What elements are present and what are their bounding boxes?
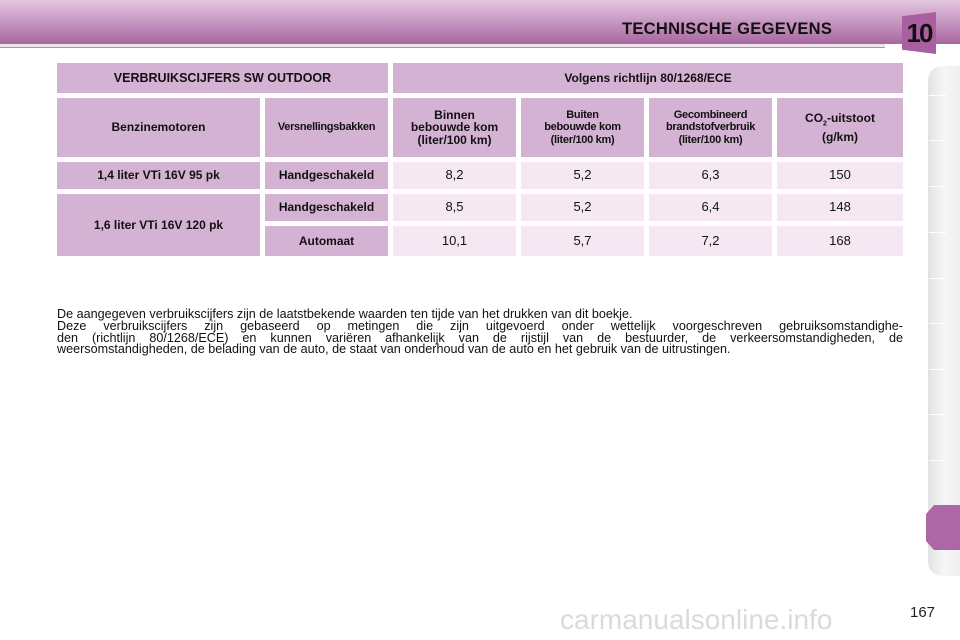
co2-cell: 168 <box>777 226 903 256</box>
extra-urban-cell: 5,2 <box>521 162 644 189</box>
active-chapter-tab <box>926 505 960 550</box>
extra-urban-cell: 5,7 <box>521 226 644 256</box>
header-divider <box>0 44 885 48</box>
gearbox-cell: Handgeschakeld <box>265 194 388 221</box>
co2-cell: 150 <box>777 162 903 189</box>
tab-divider <box>929 414 947 415</box>
paragraph-line: Deze verbruikscijfers zijn gebaseerd op … <box>57 318 903 333</box>
tab-divider <box>929 232 947 233</box>
tab-divider <box>929 323 947 324</box>
header-text: bebouwde kom <box>410 120 499 135</box>
gearbox-cell: Handgeschakeld <box>265 162 388 189</box>
header-text: Buiten <box>566 108 599 121</box>
paragraph-line: De aangegeven verbruikscijfers zijn de l… <box>57 307 633 321</box>
tab-divider <box>929 278 947 279</box>
tab-divider <box>929 186 947 187</box>
combined-cell: 6,3 <box>649 162 772 189</box>
combined-cell: 7,2 <box>649 226 772 256</box>
co2-unit: (g/km) <box>822 129 858 144</box>
chapter-tab-strip <box>928 66 960 576</box>
urban-cell: 8,2 <box>393 162 516 189</box>
chapter-number-badge: 10 <box>902 12 936 54</box>
paragraph-line: den (richtlijn 80/1268/ECE) en kunnen va… <box>57 330 903 345</box>
engine-2: 1,6 liter VTi 16V 120 pk <box>57 194 260 256</box>
tab-divider <box>929 95 947 96</box>
tab-divider <box>929 369 947 370</box>
engine-1: 1,4 liter VTi 16V 95 pk <box>57 162 260 189</box>
header-text: brandstofverbruik <box>665 121 756 134</box>
chapter-header-bar <box>0 0 960 44</box>
header-gearbox: Versnellingsbakken <box>265 98 388 157</box>
table-standard: Volgens richtlijn 80/1268/ECE <box>393 63 903 93</box>
table-title: VERBRUIKSCIJFERS SW OUTDOOR <box>57 63 388 93</box>
watermark: carmanualsonline.info <box>560 604 833 635</box>
extra-urban-cell: 5,2 <box>521 194 644 221</box>
header-text: CO2-uitstoot <box>805 112 875 131</box>
header-text: (liter/100 km) <box>678 133 743 146</box>
header-co2: CO2-uitstoot (g/km) <box>777 98 903 157</box>
header-combined: Gecombineerd brandstofverbruik (liter/100 … <box>649 98 772 157</box>
co2-prefix: CO <box>805 110 824 125</box>
tab-divider <box>929 140 947 141</box>
tab-divider <box>929 460 947 461</box>
paragraph-line: weersomstandigheden, de belading van de … <box>57 342 731 357</box>
gearbox-cell: Automaat <box>265 226 388 256</box>
header-extra-urban: Buiten bebouwde kom (liter/100 km) <box>521 98 644 157</box>
explanation-paragraph: De aangegeven verbruikscijfers zijn de l… <box>57 307 903 357</box>
urban-cell: 8,5 <box>393 194 516 221</box>
header-engine: Benzinemotoren <box>57 98 260 157</box>
chapter-title: TECHNISCHE GEGEVENS <box>622 20 833 38</box>
co2-suffix: -uitstoot <box>826 110 875 125</box>
header-text: bebouwde kom <box>544 121 621 134</box>
header-text: Gecombineerd <box>673 108 748 121</box>
header-text: (liter/100 km) <box>550 133 615 146</box>
co2-cell: 148 <box>777 194 903 221</box>
header-text: (liter/100 km) <box>417 132 492 147</box>
header-urban: Binnen bebouwde kom (liter/100 km) <box>393 98 516 157</box>
header-text: Binnen <box>434 107 475 122</box>
combined-cell: 6,4 <box>649 194 772 221</box>
page-number: 167 <box>910 604 936 621</box>
urban-cell: 10,1 <box>393 226 516 256</box>
co2-subscript: 2 <box>823 120 827 128</box>
